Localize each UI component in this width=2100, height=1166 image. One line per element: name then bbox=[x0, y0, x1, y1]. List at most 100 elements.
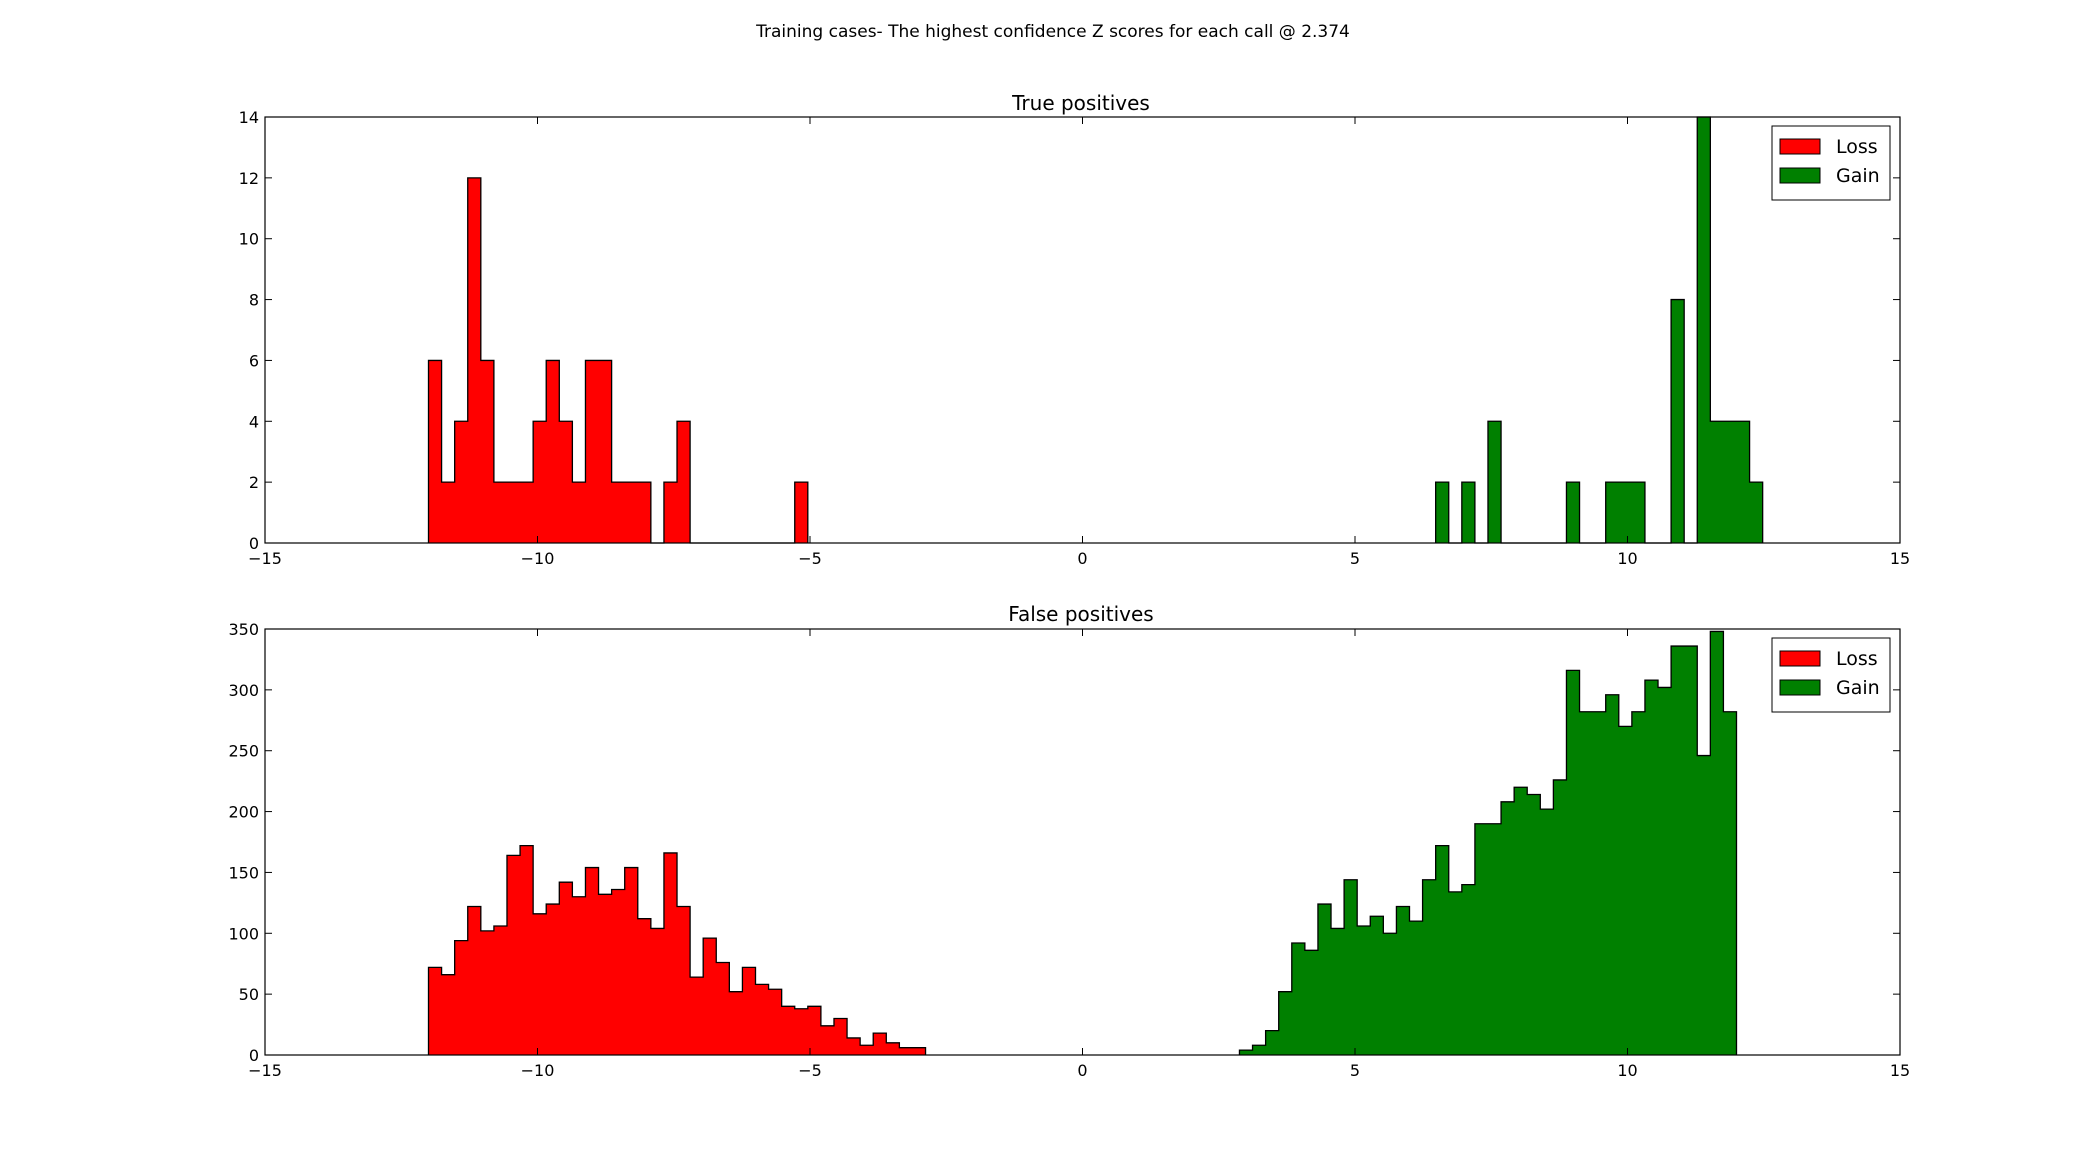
y-tick-label: 350 bbox=[228, 620, 259, 639]
legend: Loss Gain bbox=[1771, 637, 1891, 713]
x-tick-label: 15 bbox=[1890, 549, 1910, 568]
y-tick-label: 6 bbox=[249, 351, 259, 370]
y-tick-label: 200 bbox=[228, 803, 259, 822]
bar-gain bbox=[1736, 421, 1750, 543]
bar-loss bbox=[533, 421, 547, 543]
bar-gain bbox=[1566, 482, 1580, 543]
bar-loss bbox=[886, 1042, 900, 1055]
bar-loss bbox=[624, 482, 638, 543]
bar-gain bbox=[1291, 943, 1305, 1055]
legend-label-gain: Gain bbox=[1836, 677, 1880, 699]
bar-loss bbox=[598, 894, 612, 1055]
bar-loss bbox=[546, 904, 560, 1055]
bar-gain bbox=[1631, 482, 1645, 543]
legend-label-loss: Loss bbox=[1836, 648, 1878, 670]
bar-gain bbox=[1605, 694, 1619, 1055]
bar-loss bbox=[899, 1047, 913, 1055]
bar-loss bbox=[467, 177, 481, 543]
legend-swatch-loss bbox=[1779, 650, 1821, 667]
bar-loss bbox=[598, 360, 612, 543]
bar-gain bbox=[1461, 884, 1475, 1055]
bar-gain bbox=[1422, 879, 1436, 1055]
bar-gain bbox=[1579, 711, 1593, 1055]
legend-label-loss: Loss bbox=[1836, 136, 1878, 158]
x-tick-label: −5 bbox=[798, 549, 822, 568]
bar-loss bbox=[781, 1006, 795, 1055]
x-tick-label: −5 bbox=[798, 1061, 822, 1080]
bar-loss bbox=[428, 967, 442, 1055]
y-tick-label: 8 bbox=[249, 291, 259, 310]
bar-gain bbox=[1697, 117, 1711, 543]
bar-loss bbox=[860, 1045, 874, 1055]
histogram-outline-loss bbox=[427, 845, 927, 1055]
histogram-outline-gain bbox=[1238, 630, 1738, 1055]
bar-gain bbox=[1644, 680, 1659, 1055]
bar-loss bbox=[467, 906, 481, 1055]
legend-swatch-gain bbox=[1779, 679, 1821, 696]
bar-gain bbox=[1540, 809, 1554, 1055]
bar-loss bbox=[428, 360, 442, 543]
chart-true-positives: True positives −15 −10 −5 0 5 10 15 0 2 4 6 8 10 12 14… bbox=[239, 91, 1911, 568]
bar-gain bbox=[1239, 1050, 1253, 1055]
bar-loss bbox=[533, 913, 547, 1055]
bar-loss bbox=[663, 852, 678, 1055]
bar-gain bbox=[1487, 421, 1502, 543]
bar-loss bbox=[480, 360, 494, 543]
y-tick-label: 0 bbox=[249, 1046, 259, 1065]
bar-loss bbox=[624, 867, 638, 1055]
bar-loss bbox=[572, 482, 586, 543]
x-tick-label: 0 bbox=[1077, 1061, 1087, 1080]
bar-loss bbox=[611, 889, 625, 1055]
bar-gain bbox=[1409, 921, 1423, 1055]
bar-gain bbox=[1383, 933, 1397, 1055]
bar-gain bbox=[1435, 482, 1449, 543]
bar-gain bbox=[1749, 482, 1763, 543]
bar-loss bbox=[585, 360, 599, 543]
x-tick-label: −15 bbox=[248, 1061, 282, 1080]
y-tick-label: 100 bbox=[228, 924, 259, 943]
bar-loss bbox=[441, 482, 455, 543]
x-tick-label: 5 bbox=[1350, 1061, 1360, 1080]
y-tick-label: 2 bbox=[249, 473, 259, 492]
bar-gain bbox=[1501, 801, 1515, 1055]
bars-layer bbox=[427, 116, 1764, 544]
chart-title: False positives bbox=[1008, 602, 1153, 626]
bar-loss bbox=[637, 482, 651, 543]
bar-gain bbox=[1605, 482, 1619, 543]
x-tick-label: 10 bbox=[1617, 1061, 1637, 1080]
axes-frame bbox=[264, 116, 1901, 544]
bar-gain bbox=[1697, 755, 1711, 1055]
bar-gain bbox=[1396, 906, 1410, 1055]
y-tick-label: 150 bbox=[228, 863, 259, 882]
bar-gain bbox=[1514, 787, 1528, 1055]
bar-loss bbox=[480, 930, 494, 1055]
bar-gain bbox=[1618, 726, 1632, 1055]
legend-label-gain: Gain bbox=[1836, 165, 1880, 187]
bar-loss bbox=[807, 1006, 821, 1055]
bar-loss bbox=[506, 482, 521, 543]
bar-loss bbox=[912, 1047, 926, 1055]
bar-loss bbox=[677, 421, 691, 543]
bar-gain bbox=[1671, 299, 1685, 543]
legend-box bbox=[1771, 637, 1891, 713]
bar-gain bbox=[1592, 711, 1606, 1055]
y-tick-label: 14 bbox=[239, 108, 259, 127]
bar-loss bbox=[703, 938, 717, 1055]
axes-frame bbox=[264, 628, 1901, 1056]
bar-gain bbox=[1278, 991, 1292, 1055]
bar-gain bbox=[1566, 670, 1580, 1055]
x-tick-label: 10 bbox=[1617, 549, 1637, 568]
bar-gain bbox=[1448, 891, 1462, 1055]
bar-gain bbox=[1252, 1045, 1266, 1055]
y-tick-label: 0 bbox=[249, 534, 259, 553]
bar-loss bbox=[794, 482, 808, 543]
figure-suptitle: Training cases- The highest confidence Z… bbox=[755, 22, 1350, 42]
bar-loss bbox=[454, 940, 468, 1055]
bar-loss bbox=[441, 974, 455, 1055]
bar-gain bbox=[1723, 711, 1737, 1055]
bar-gain bbox=[1344, 879, 1358, 1055]
bar-loss bbox=[546, 360, 560, 543]
bar-loss bbox=[559, 882, 573, 1055]
bar-gain bbox=[1658, 687, 1672, 1055]
